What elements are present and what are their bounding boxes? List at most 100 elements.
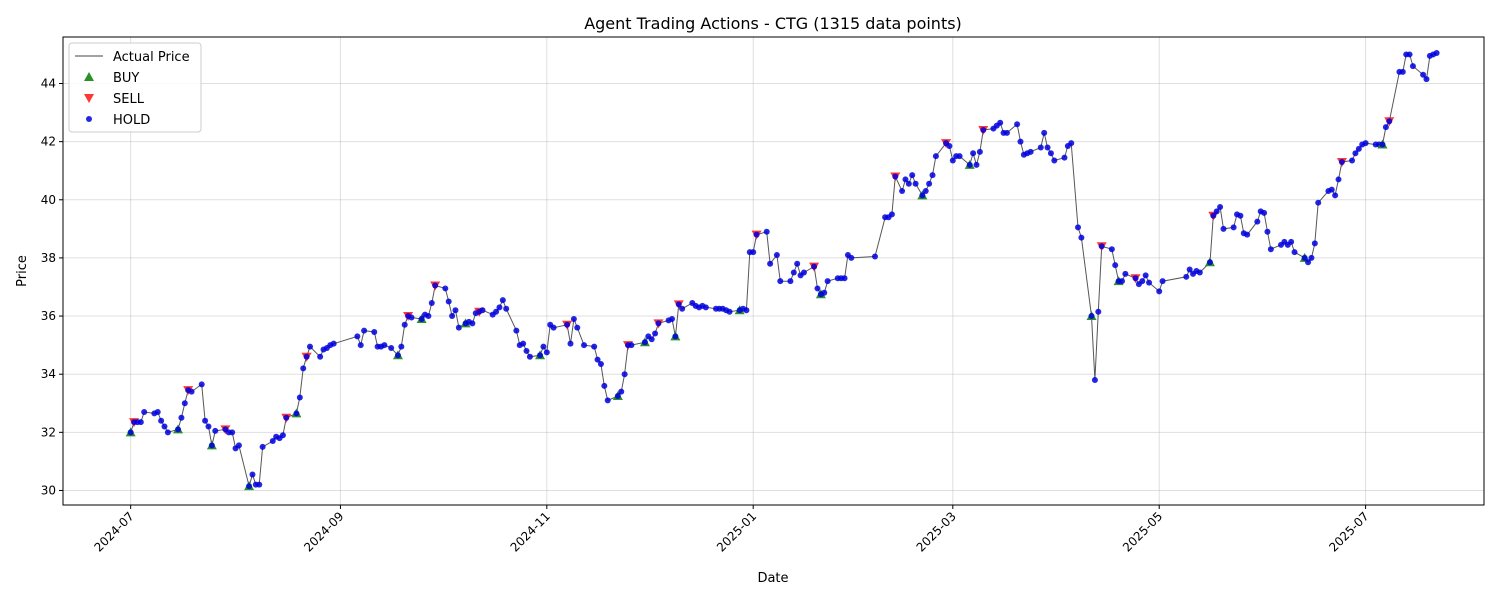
hold-marker xyxy=(513,327,520,334)
hold-point xyxy=(614,392,621,399)
hold-marker xyxy=(523,347,530,354)
hold-marker xyxy=(388,345,395,352)
hold-point xyxy=(394,352,401,359)
hold-marker xyxy=(503,305,510,312)
hold-marker xyxy=(1433,49,1440,56)
hold-marker xyxy=(899,188,906,195)
hold-marker xyxy=(932,153,939,160)
hold-point xyxy=(283,414,290,421)
hold-marker xyxy=(154,408,161,415)
hold-marker xyxy=(1352,150,1359,157)
hold-marker xyxy=(479,307,486,314)
hold-marker xyxy=(1237,212,1244,219)
y-axis-title: Price xyxy=(15,255,30,287)
hold-marker xyxy=(594,356,601,363)
legend-label-sell: SELL xyxy=(113,92,145,107)
hold-marker xyxy=(1264,228,1271,235)
hold-point xyxy=(811,263,818,270)
hold-point xyxy=(1386,118,1393,125)
hold-marker xyxy=(618,388,625,395)
hold-marker xyxy=(787,278,794,285)
hold-marker xyxy=(361,327,368,334)
hold-marker xyxy=(1332,192,1339,199)
legend: Actual Price BUY SELL HOLD xyxy=(68,42,202,133)
hold-marker xyxy=(567,340,574,347)
hold-marker xyxy=(794,260,801,267)
hold-point xyxy=(1301,254,1308,261)
hold-marker xyxy=(750,249,757,256)
hold-marker xyxy=(1305,259,1312,266)
hold-marker xyxy=(790,269,797,276)
hold-marker xyxy=(1196,269,1203,276)
hold-marker xyxy=(621,371,628,378)
hold-point xyxy=(1206,259,1213,266)
hold-marker xyxy=(256,481,263,488)
hold-marker xyxy=(1075,224,1081,231)
hold-marker xyxy=(188,388,195,395)
hold-marker xyxy=(905,180,912,187)
hold-marker xyxy=(777,278,784,285)
hold-marker xyxy=(912,180,919,187)
hold-marker xyxy=(1267,246,1274,253)
y-tick-label: 40 xyxy=(41,193,56,207)
hold-marker xyxy=(763,228,770,235)
hold-marker xyxy=(909,172,916,179)
y-tick-label: 44 xyxy=(41,77,56,91)
hold-marker xyxy=(1139,278,1146,285)
hold-point xyxy=(892,173,899,180)
hold-marker xyxy=(872,253,878,260)
hold-marker xyxy=(743,307,750,314)
hold-marker xyxy=(1044,144,1051,151)
hold-marker xyxy=(520,340,527,347)
hold-point xyxy=(919,192,926,199)
hold-marker xyxy=(178,414,185,421)
hold-point xyxy=(753,231,760,238)
hold-marker xyxy=(581,342,588,349)
hold-marker xyxy=(702,304,709,311)
hold-marker xyxy=(1095,308,1102,315)
hold-marker xyxy=(158,417,165,424)
hold-marker xyxy=(1183,273,1190,280)
hold-marker xyxy=(330,340,337,347)
hold-point xyxy=(1210,212,1217,219)
hold-marker xyxy=(1217,204,1224,211)
hold-marker xyxy=(800,269,807,276)
hold-marker xyxy=(841,275,848,282)
hold-point xyxy=(672,333,679,340)
hold-point xyxy=(246,483,253,490)
hold-point xyxy=(127,429,134,436)
hold-marker xyxy=(1261,209,1268,216)
hold-marker xyxy=(848,254,855,261)
hold-marker xyxy=(1014,121,1021,128)
hold-marker xyxy=(212,427,219,434)
hold-marker xyxy=(1027,148,1034,155)
hold-marker xyxy=(408,314,415,321)
hold-marker xyxy=(1017,138,1024,145)
hold-marker xyxy=(540,343,547,350)
hold-point xyxy=(1379,141,1386,148)
hold-marker xyxy=(597,361,604,368)
hold-marker xyxy=(317,353,324,360)
hold-marker xyxy=(181,400,188,407)
hold-marker xyxy=(1423,76,1430,83)
hold-point xyxy=(293,410,300,417)
hold-marker xyxy=(1047,150,1054,157)
hold-marker xyxy=(1382,124,1389,131)
hold-marker xyxy=(946,143,953,150)
hold-marker xyxy=(425,313,432,320)
plot-frame xyxy=(62,36,1485,506)
hold-marker xyxy=(550,324,557,331)
hold-point xyxy=(1098,243,1105,250)
hold-marker xyxy=(279,432,286,439)
chart-title: Agent Trading Actions - CTG (1315 data p… xyxy=(584,14,962,33)
hold-marker xyxy=(1220,225,1227,232)
hold-point xyxy=(980,127,987,134)
hold-marker xyxy=(306,343,313,350)
hold-marker xyxy=(1108,246,1115,253)
hold-marker xyxy=(956,153,963,160)
hold-marker xyxy=(1037,144,1044,151)
hold-marker xyxy=(902,176,909,183)
hold-point xyxy=(655,320,662,327)
hold-marker xyxy=(259,443,266,450)
hold-marker xyxy=(1213,208,1220,215)
